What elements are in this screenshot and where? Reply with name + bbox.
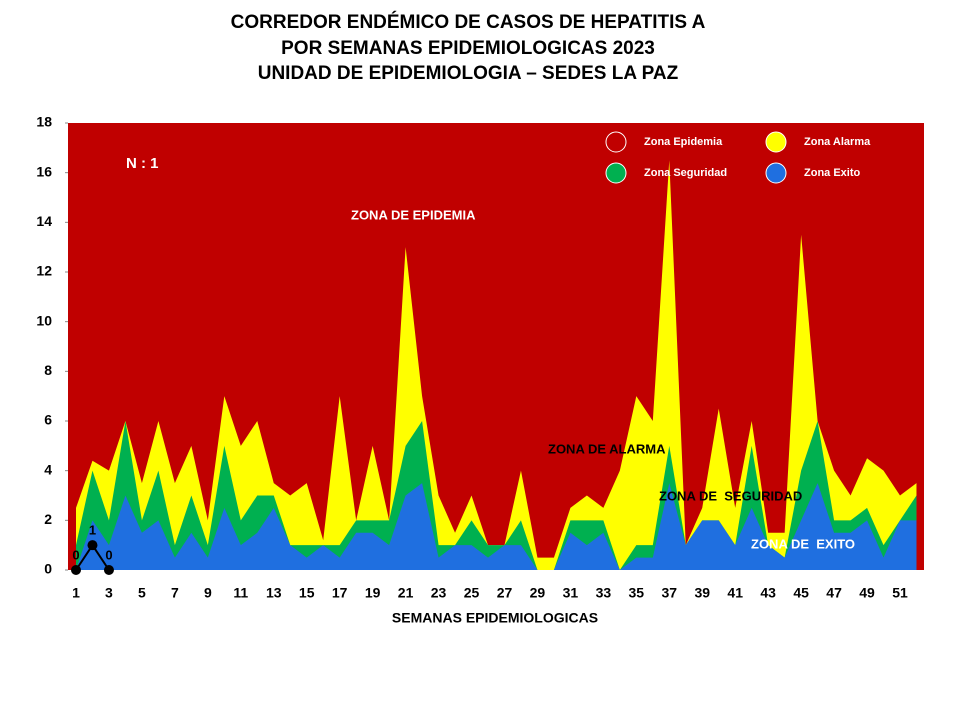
- y-tick-label: 16: [36, 163, 52, 179]
- data-label: 0: [72, 547, 79, 562]
- x-tick-label: 13: [266, 585, 282, 601]
- x-tick-label: 43: [760, 585, 776, 601]
- legend-label: Zona Exito: [804, 167, 861, 179]
- x-tick-label: 27: [497, 585, 513, 601]
- area: [76, 483, 917, 570]
- x-tick-label: 17: [332, 585, 348, 601]
- x-tick-label: 9: [204, 585, 212, 601]
- x-tick-label: 39: [694, 585, 710, 601]
- y-tick-label: 2: [44, 511, 52, 527]
- x-tick-label: 49: [859, 585, 875, 601]
- epidemic-zone: [68, 123, 924, 570]
- data-label: 1: [89, 523, 96, 538]
- x-tick-label: 31: [563, 585, 579, 601]
- x-tick-label: 21: [398, 585, 414, 601]
- x-tick-label: 3: [105, 585, 113, 601]
- y-tick-label: 18: [36, 114, 52, 130]
- annotation: ZONA DE ALARMA: [548, 441, 666, 456]
- annotation: ZONA DE EXITO: [751, 536, 855, 551]
- chart-title: POR SEMANAS EPIDEMIOLOGICAS 2023: [281, 38, 655, 59]
- x-tick-label: 19: [365, 585, 381, 601]
- x-tick-label: 51: [892, 585, 908, 601]
- legend-label: Zona Epidemia: [644, 136, 723, 148]
- x-tick-label: 5: [138, 585, 146, 601]
- x-tick-label: 41: [727, 585, 743, 601]
- x-tick-label: 7: [171, 585, 179, 601]
- x-tick-label: 33: [596, 585, 612, 601]
- x-tick-label: 35: [629, 585, 645, 601]
- x-tick-label: 11: [233, 585, 248, 601]
- x-tick-label: 37: [661, 585, 677, 601]
- legend-label: Zona Alarma: [804, 136, 871, 148]
- chart-title: UNIDAD DE EPIDEMIOLOGIA – SEDES LA PAZ: [258, 63, 679, 84]
- x-tick-label: 25: [464, 585, 480, 601]
- annotation: ZONA DE SEGURIDAD: [659, 488, 802, 503]
- x-tick-label: 1: [72, 585, 80, 601]
- legend-marker: [765, 162, 787, 184]
- chart-title: CORREDOR ENDÉMICO DE CASOS DE HEPATITIS …: [231, 11, 706, 33]
- cases-point: [87, 540, 98, 551]
- x-tick-label: 45: [793, 585, 809, 601]
- y-tick-label: 14: [36, 213, 52, 229]
- annotation: ZONA DE EPIDEMIA: [351, 207, 476, 222]
- legend-marker: [605, 162, 627, 184]
- x-tick-label: 47: [826, 585, 842, 601]
- y-tick-label: 4: [44, 461, 52, 477]
- x-axis-label: SEMANAS EPIDEMIOLOGICAS: [392, 610, 598, 626]
- y-tick-label: 12: [36, 263, 52, 279]
- y-tick-label: 0: [44, 561, 52, 577]
- annotation: N : 1: [126, 155, 159, 172]
- data-label: 0: [105, 547, 112, 562]
- legend-label: Zona Seguridad: [644, 167, 727, 179]
- legend-marker: [765, 131, 787, 153]
- x-tick-label: 23: [431, 585, 447, 601]
- y-tick-label: 10: [36, 312, 52, 328]
- y-tick-label: 8: [44, 362, 52, 378]
- cases-point: [71, 565, 81, 575]
- x-tick-label: 29: [530, 585, 546, 601]
- cases-point: [103, 565, 114, 575]
- y-tick-label: 6: [44, 412, 52, 428]
- legend-marker: [605, 131, 627, 153]
- x-tick-label: 15: [299, 585, 315, 601]
